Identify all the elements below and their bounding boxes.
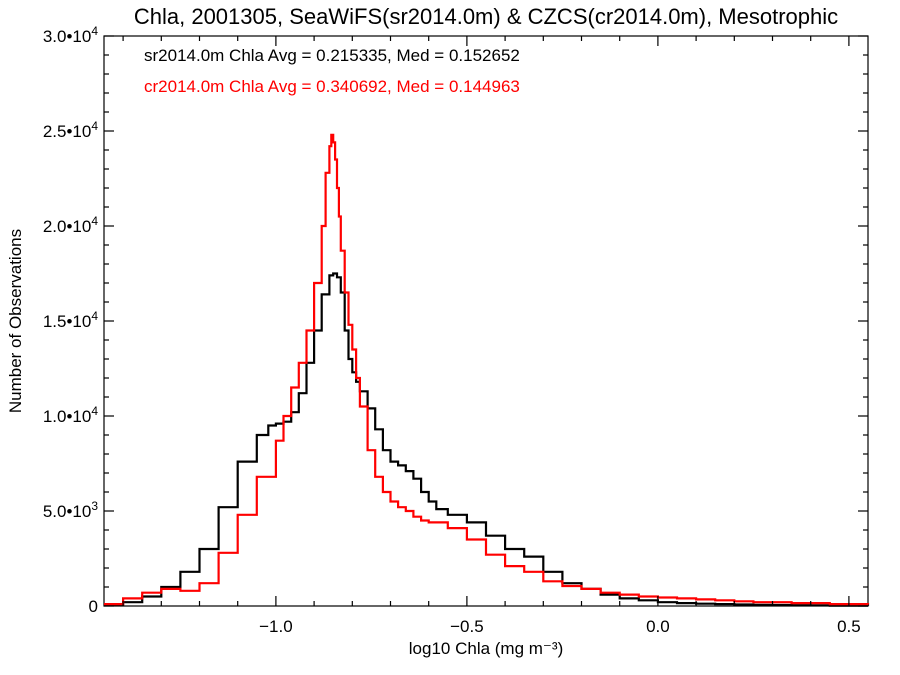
y-tick-label: 5.0•103 xyxy=(43,499,99,521)
y-tick-label: 3.0•104 xyxy=(43,24,99,46)
chart-title: Chla, 2001305, SeaWiFS(sr2014.0m) & CZCS… xyxy=(134,4,838,29)
annotation-cr2014: cr2014.0m Chla Avg = 0.340692, Med = 0.1… xyxy=(144,77,520,96)
y-tick-label: 2.0•104 xyxy=(43,214,99,236)
y-tick-label: 1.5•104 xyxy=(43,309,99,331)
series-sr2014 xyxy=(104,272,870,607)
x-tick-label: 0.5 xyxy=(837,617,861,636)
y-tick-label: 1.0•104 xyxy=(43,404,99,426)
y-tick-label: 0 xyxy=(89,597,98,616)
x-tick-label: 0.0 xyxy=(646,617,670,636)
x-axis-label: log10 Chla (mg m⁻³) xyxy=(409,639,563,658)
series-layer xyxy=(104,133,870,607)
y-axis-label: Number of Observations xyxy=(6,229,25,413)
x-tick-label: −0.5 xyxy=(450,617,484,636)
x-tick-label: −1.0 xyxy=(259,617,293,636)
annotation-sr2014: sr2014.0m Chla Avg = 0.215335, Med = 0.1… xyxy=(144,46,520,65)
y-tick-label: 2.5•104 xyxy=(43,119,99,141)
tick-layer: −1.0 −0.5 0.0 0.5 0 5.0•103 1.0•104 1.5•104 2.0•… xyxy=(43,24,868,636)
